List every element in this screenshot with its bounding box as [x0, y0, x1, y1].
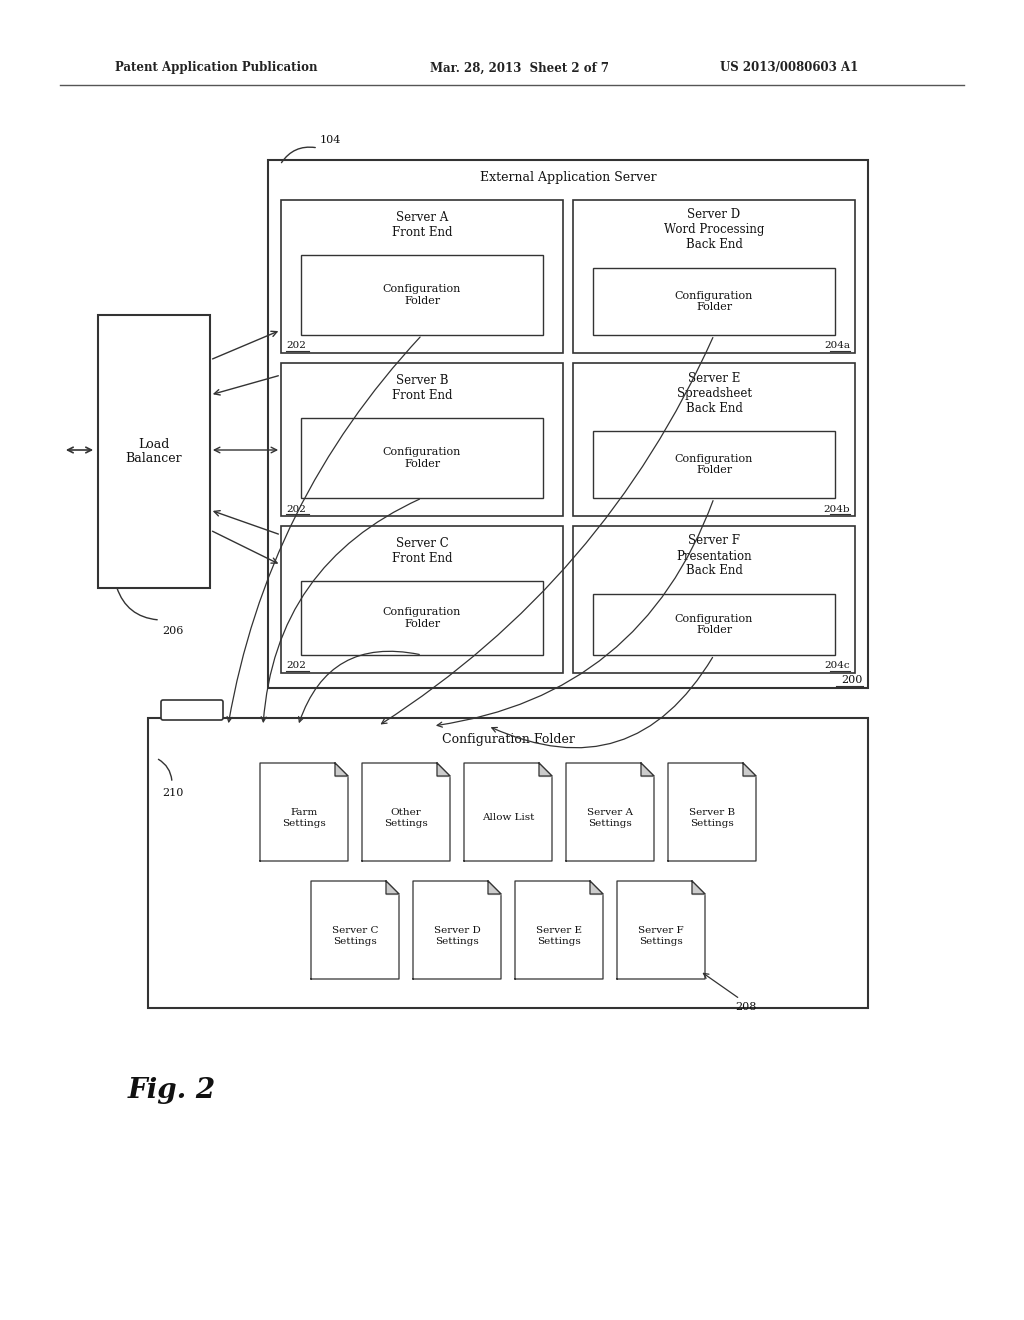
- FancyBboxPatch shape: [593, 432, 835, 498]
- Text: 204b: 204b: [823, 504, 850, 513]
- Text: 204c: 204c: [824, 661, 850, 671]
- Polygon shape: [362, 763, 450, 861]
- FancyBboxPatch shape: [161, 700, 223, 719]
- Text: 202: 202: [286, 661, 306, 671]
- Text: 202: 202: [286, 342, 306, 351]
- Polygon shape: [539, 763, 552, 776]
- FancyBboxPatch shape: [301, 418, 543, 498]
- Polygon shape: [335, 763, 348, 776]
- Text: Server D
Word Processing
Back End: Server D Word Processing Back End: [664, 209, 764, 252]
- Text: Server B
Front End: Server B Front End: [392, 374, 453, 403]
- Text: Patent Application Publication: Patent Application Publication: [115, 62, 317, 74]
- FancyBboxPatch shape: [301, 581, 543, 655]
- Text: Server B
Settings: Server B Settings: [689, 808, 735, 828]
- Text: Server A
Front End: Server A Front End: [392, 211, 453, 239]
- Text: Configuration
Folder: Configuration Folder: [383, 284, 461, 306]
- FancyBboxPatch shape: [98, 315, 210, 587]
- Text: 210: 210: [162, 788, 183, 799]
- Text: Allow List: Allow List: [482, 813, 535, 822]
- FancyBboxPatch shape: [573, 363, 855, 516]
- Text: Configuration
Folder: Configuration Folder: [383, 447, 461, 469]
- Polygon shape: [515, 880, 603, 979]
- FancyBboxPatch shape: [268, 160, 868, 688]
- FancyBboxPatch shape: [281, 201, 563, 352]
- Polygon shape: [668, 763, 756, 861]
- Polygon shape: [413, 880, 501, 979]
- FancyBboxPatch shape: [593, 594, 835, 655]
- Polygon shape: [743, 763, 756, 776]
- FancyBboxPatch shape: [593, 268, 835, 335]
- Polygon shape: [590, 880, 603, 894]
- Text: Server F
Settings: Server F Settings: [638, 927, 684, 945]
- Polygon shape: [641, 763, 654, 776]
- Text: Server C
Front End: Server C Front End: [392, 537, 453, 565]
- Text: Configuration
Folder: Configuration Folder: [383, 607, 461, 628]
- Text: 202: 202: [286, 504, 306, 513]
- Text: Load
Balancer: Load Balancer: [126, 437, 182, 466]
- Polygon shape: [617, 880, 705, 979]
- Text: Server C
Settings: Server C Settings: [332, 927, 378, 945]
- Text: Configuration
Folder: Configuration Folder: [675, 290, 754, 313]
- Text: 204a: 204a: [824, 342, 850, 351]
- Text: US 2013/0080603 A1: US 2013/0080603 A1: [720, 62, 858, 74]
- Text: Configuration
Folder: Configuration Folder: [675, 454, 754, 475]
- Text: 200: 200: [842, 675, 863, 685]
- Polygon shape: [311, 880, 399, 979]
- Text: External Application Server: External Application Server: [479, 172, 656, 185]
- Polygon shape: [488, 880, 501, 894]
- Polygon shape: [692, 880, 705, 894]
- Text: Fig. 2: Fig. 2: [128, 1077, 216, 1104]
- Text: 206: 206: [162, 626, 183, 636]
- Text: Server E
Spreadsheet
Back End: Server E Spreadsheet Back End: [677, 371, 752, 414]
- FancyBboxPatch shape: [573, 525, 855, 673]
- Polygon shape: [566, 763, 654, 861]
- FancyBboxPatch shape: [148, 718, 868, 1008]
- Text: Server E
Settings: Server E Settings: [536, 927, 582, 945]
- Text: Server D
Settings: Server D Settings: [433, 927, 480, 945]
- FancyBboxPatch shape: [281, 525, 563, 673]
- Text: Mar. 28, 2013  Sheet 2 of 7: Mar. 28, 2013 Sheet 2 of 7: [430, 62, 609, 74]
- FancyBboxPatch shape: [573, 201, 855, 352]
- Polygon shape: [260, 763, 348, 861]
- Polygon shape: [464, 763, 552, 861]
- Text: Other
Settings: Other Settings: [384, 808, 428, 828]
- Polygon shape: [437, 763, 450, 776]
- Text: 208: 208: [735, 1002, 757, 1012]
- Text: Configuration
Folder: Configuration Folder: [675, 614, 754, 635]
- Text: Configuration Folder: Configuration Folder: [441, 734, 574, 747]
- Text: Farm
Settings: Farm Settings: [283, 808, 326, 828]
- Polygon shape: [386, 880, 399, 894]
- Text: Server A
Settings: Server A Settings: [587, 808, 633, 828]
- Text: 104: 104: [319, 135, 341, 145]
- FancyBboxPatch shape: [281, 363, 563, 516]
- FancyBboxPatch shape: [301, 255, 543, 335]
- Text: Server F
Presentation
Back End: Server F Presentation Back End: [676, 535, 752, 578]
